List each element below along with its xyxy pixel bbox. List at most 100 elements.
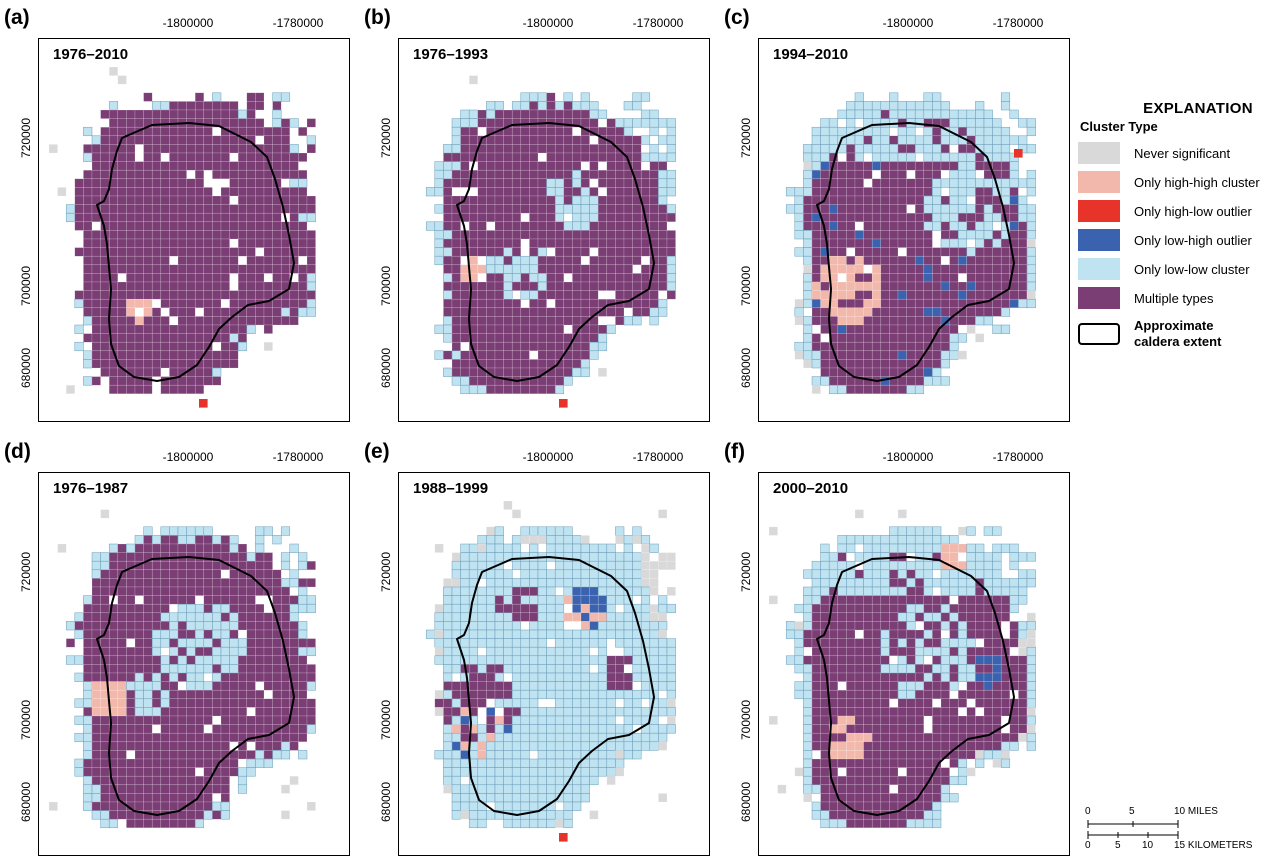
grid-cell (811, 707, 821, 717)
grid-cell (949, 698, 959, 708)
grid-cell (880, 101, 890, 111)
grid-cell (580, 621, 590, 631)
grid-cell (494, 784, 504, 794)
grid-cell (194, 92, 205, 102)
grid-cell (975, 195, 985, 205)
grid-cell (949, 221, 959, 231)
grid-cell (91, 689, 101, 700)
grid-cell (477, 204, 487, 214)
grid-cell (597, 333, 608, 343)
grid-cell (280, 707, 291, 717)
grid-cell (889, 569, 899, 579)
grid-cell (1009, 595, 1019, 605)
grid-cell (632, 118, 642, 128)
grid-cell (949, 629, 959, 639)
grid-cell (169, 655, 179, 665)
grid-cell (871, 204, 882, 214)
grid-cell (914, 367, 925, 377)
grid-cell (143, 698, 153, 708)
grid-cell (494, 316, 504, 326)
grid-cell (992, 247, 1002, 257)
grid-cell (949, 290, 959, 300)
grid-cell (563, 810, 573, 820)
grid-cell (511, 212, 522, 223)
grid-cell (889, 152, 899, 162)
grid-cell (246, 187, 256, 197)
grid-cell (280, 92, 291, 102)
grid-cell (229, 169, 239, 180)
grid-cell (580, 724, 590, 734)
grid-cell (212, 316, 222, 326)
grid-cell (143, 255, 153, 266)
grid-cell (194, 212, 205, 223)
grid-cell (820, 775, 830, 786)
y-tick-label: 720000 (739, 551, 753, 593)
grid-cell (65, 384, 76, 395)
grid-cell (169, 612, 179, 622)
grid-cell (828, 689, 839, 700)
grid-cell (511, 646, 522, 657)
grid-cell (949, 298, 959, 309)
grid-cell (537, 603, 547, 614)
grid-cell (108, 664, 119, 674)
grid-cell (494, 595, 504, 605)
grid-cell (169, 672, 179, 682)
grid-cell (263, 255, 273, 266)
grid-cell (134, 629, 144, 639)
grid-cell (949, 187, 959, 197)
grid-cell (177, 221, 187, 231)
grid-cell (811, 144, 821, 154)
grid-cell (932, 810, 942, 820)
grid-cell (863, 784, 873, 794)
grid-cell (546, 526, 556, 536)
grid-cell (511, 298, 522, 309)
grid-cell (820, 724, 830, 734)
grid-cell (298, 672, 308, 682)
grid-cell (289, 221, 299, 231)
grid-cell (949, 621, 959, 631)
grid-cell (837, 384, 847, 395)
grid-cell (897, 621, 907, 631)
grid-cell (572, 212, 582, 223)
grid-cell (957, 629, 968, 639)
grid-cell (151, 247, 162, 257)
grid-cell (306, 264, 316, 274)
grid-cell (546, 273, 556, 283)
grid-cell (1026, 187, 1036, 197)
grid-cell (237, 152, 248, 162)
grid-cell (1009, 195, 1019, 205)
grid-cell (289, 655, 299, 665)
grid-cell (212, 152, 222, 162)
grid-cell (443, 238, 453, 248)
grid-cell (949, 535, 959, 545)
grid-cell (280, 264, 291, 274)
grid-cell (820, 767, 830, 777)
grid-cell (220, 801, 230, 811)
panel-letter: (c) (724, 6, 750, 29)
grid-cell (975, 543, 985, 553)
grid-cell (940, 247, 950, 257)
grid-cell (828, 646, 839, 657)
grid-cell (820, 204, 830, 214)
grid-cell (434, 543, 444, 553)
grid-cell (992, 135, 1002, 145)
grid-cell (246, 603, 256, 614)
grid-cell (134, 169, 144, 180)
grid-cell (897, 109, 907, 119)
grid-cell (503, 247, 513, 257)
grid-cell (537, 750, 547, 760)
grid-cell (126, 221, 136, 231)
grid-cell (468, 646, 479, 657)
grid-cell (871, 655, 882, 665)
grid-cell (632, 750, 642, 760)
grid-cell (503, 664, 513, 674)
grid-cell (897, 384, 907, 395)
scale-km-5: 5 (1115, 840, 1121, 851)
grid-cell (854, 638, 864, 648)
grid-cell (186, 298, 196, 309)
grid-cell (306, 707, 316, 717)
grid-cell (212, 273, 222, 283)
grid-cell (177, 818, 187, 829)
grid-cell (451, 341, 461, 352)
grid-cell (520, 230, 530, 240)
